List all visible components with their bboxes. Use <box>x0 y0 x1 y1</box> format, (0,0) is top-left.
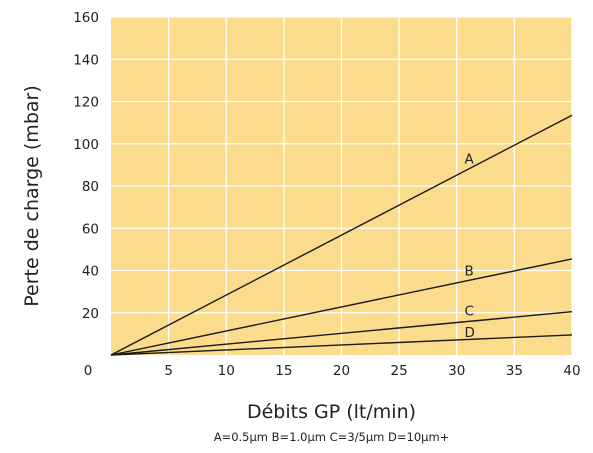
legend-note: A=0.5µm B=1.0µm C=3/5µm D=10µm+ <box>214 430 450 444</box>
x-tick-label: 20 <box>333 363 350 379</box>
series-line-D <box>110 334 573 356</box>
x-tick-label: 30 <box>448 363 465 379</box>
series-lines <box>110 114 573 356</box>
x-tick-label: 15 <box>275 363 292 379</box>
x-tick-label: 25 <box>391 363 408 379</box>
series-label-B: B <box>465 264 474 280</box>
y-axis-title: Perte de charge (mbar) <box>21 85 43 307</box>
y-tick-label: 160 <box>73 10 99 26</box>
grid-lines <box>111 16 573 355</box>
series-line-C <box>110 310 573 356</box>
y-tick-label: 140 <box>73 52 99 68</box>
x-axis-ticks: 5 10 15 20 25 30 35 40 <box>164 363 580 379</box>
origin-label: 0 <box>84 363 93 379</box>
series-label-A: A <box>465 152 475 168</box>
y-axis-ticks: 20 40 60 80 100 120 140 160 <box>73 10 99 322</box>
series-line-B <box>110 258 573 356</box>
y-tick-label: 120 <box>73 95 99 111</box>
x-tick-label: 35 <box>506 363 523 379</box>
y-tick-label: 40 <box>82 264 99 280</box>
y-tick-label: 80 <box>82 179 99 195</box>
x-tick-label: 5 <box>164 363 173 379</box>
x-axis-title: Débits GP (lt/min) <box>247 401 416 423</box>
x-tick-label: 10 <box>218 363 235 379</box>
series-label-C: C <box>465 304 474 320</box>
series-labels: A B CD <box>465 152 475 341</box>
series-line-A <box>110 114 573 356</box>
y-tick-label: 20 <box>82 306 99 322</box>
series-label-D: D <box>465 325 475 341</box>
y-tick-label: 60 <box>82 221 99 237</box>
x-tick-label: 40 <box>563 363 580 379</box>
y-tick-label: 100 <box>73 137 99 153</box>
